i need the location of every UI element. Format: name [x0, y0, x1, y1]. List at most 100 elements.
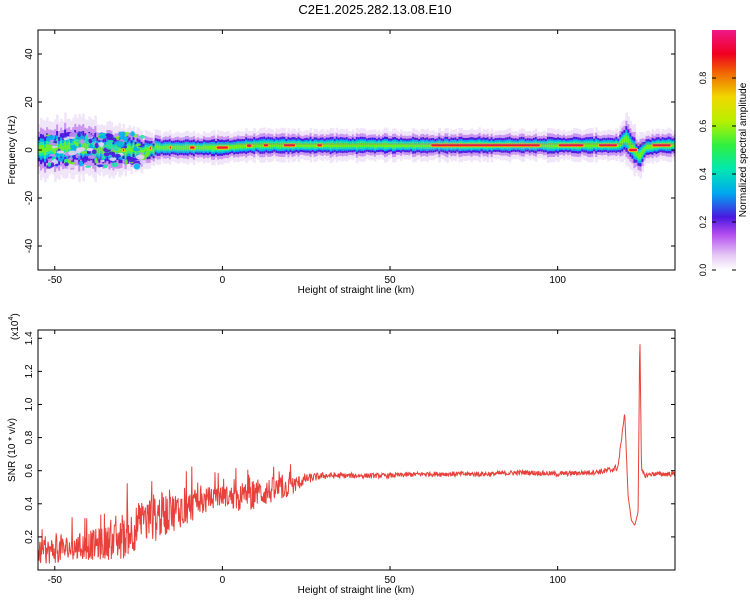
spectrogram-cell [279, 143, 283, 148]
spectrogram-blob [84, 165, 92, 168]
spectrogram-cell [400, 143, 403, 148]
spectrogram-y-tick-label: 40 [24, 48, 35, 60]
spectrogram-blob [101, 159, 105, 163]
spectrogram-cell [98, 147, 101, 154]
spectrogram-cell [210, 145, 214, 151]
spectrogram-cell [390, 143, 393, 147]
snr-x-tick-label: -50 [48, 575, 63, 586]
snr-frame [37, 329, 676, 571]
spectrogram-cell [231, 145, 234, 149]
spectrogram-cell [410, 143, 413, 147]
spectrogram-blob [111, 162, 119, 168]
colorbar-tick-label: 0.6 [698, 120, 708, 133]
spectrogram-panel: -50 0 50 100 -40 -20 0 20 40 Height of straight… [7, 29, 676, 296]
spectrogram-blob [91, 149, 97, 155]
spectrogram-cell [132, 144, 136, 150]
spectrogram-cell [329, 143, 333, 148]
spectrogram-blob [124, 159, 128, 165]
spectrogram-cell [134, 149, 138, 155]
spectrogram-blob [89, 143, 93, 150]
spectrogram-cell [60, 143, 63, 151]
snr-y-tick-label: 0.8 [24, 430, 35, 444]
spectrogram-cell [52, 145, 55, 152]
snr-panel: -50 0 50 100 0.2 0.4 0.6 0.8 1.0 1.2 1.4 Height o… [7, 313, 676, 596]
spectrogram-cell [200, 146, 204, 150]
spectrogram-cell [166, 145, 170, 150]
spectrogram-cell [124, 149, 128, 156]
spectrogram-blob [144, 151, 150, 158]
spectrogram-cell [361, 142, 365, 148]
spectrogram-cell [353, 143, 357, 147]
snr-x-tick-label: 100 [549, 575, 566, 586]
snr-y-tick-label: 0.4 [24, 496, 35, 510]
spectrogram-cell [233, 145, 236, 150]
snr-series-line [38, 344, 675, 564]
spectrogram-cell [396, 143, 399, 147]
spectrogram-blob [68, 150, 77, 156]
colorbar-tick-label: 0.2 [698, 216, 708, 229]
spectrogram-heatmap [38, 112, 675, 183]
spectrogram-cell [331, 142, 335, 148]
spectrogram-cell [277, 143, 280, 148]
spectrogram-blob [87, 155, 96, 159]
spectrogram-cell [546, 143, 550, 148]
spectrogram-cell [311, 143, 315, 148]
spectrogram-blob [73, 139, 81, 142]
spectrogram-cell [186, 145, 190, 150]
spectrogram-core-peak [431, 144, 540, 147]
spectrogram-blob [94, 157, 98, 164]
spectrogram-blob [130, 131, 135, 137]
spectrogram-cell [202, 145, 206, 150]
spectrogram-cell [64, 141, 67, 150]
spectrogram-cell [593, 143, 596, 147]
colorbar: 0.0 0.2 0.4 0.6 0.8 Normalized spectral ampl… [698, 30, 749, 276]
spectrogram-cell [428, 143, 431, 148]
spectrogram-cell [422, 142, 425, 147]
spectrogram-blob [81, 156, 88, 163]
spectrogram-x-label: Height of straight line (km) [298, 285, 415, 296]
spectrogram-cell [383, 142, 387, 148]
spectrogram-blob [127, 156, 136, 163]
spectrogram-blob [86, 147, 94, 152]
spectrogram-cell [281, 142, 285, 148]
spectrogram-cell [239, 144, 242, 149]
figure-title: C2E1.2025.282.13.08.E10 [298, 2, 452, 17]
spectrogram-blob [101, 155, 106, 160]
spectrogram-cell [162, 145, 166, 150]
spectrogram-blob [59, 132, 68, 138]
spectrogram-cell [271, 143, 274, 148]
spectrogram-cell [301, 143, 305, 148]
spectrogram-cell [408, 143, 411, 148]
spectrogram-cell [229, 145, 232, 149]
spectrogram-x-tick-label: 100 [549, 275, 566, 286]
spectrogram-core-peak [169, 146, 172, 149]
spectrogram-cell [158, 145, 162, 150]
spectrogram-y-tick-label: 20 [24, 96, 35, 108]
spectrogram-x-tick-label: -50 [48, 275, 63, 286]
spectrogram-cell [552, 143, 556, 148]
spectrogram-cell [386, 142, 389, 148]
spectrogram-cell [337, 143, 341, 148]
spectrogram-y-tick-label: -40 [24, 238, 35, 253]
snr-x-ticks: -50 0 50 100 [48, 330, 566, 586]
spectrogram-cell [297, 142, 301, 148]
spectrogram-cell [641, 149, 645, 155]
spectrogram-cell [299, 143, 303, 147]
spectrogram-blob [56, 150, 65, 154]
spectrogram-blob [108, 151, 115, 156]
spectrogram-cell [591, 142, 594, 148]
spectrogram-cell [544, 143, 548, 148]
spectrogram-blob [94, 142, 99, 149]
spectrogram-cell [204, 145, 208, 150]
snr-scale-suffix: ) [10, 313, 21, 316]
spectrogram-cell [381, 143, 385, 147]
spectrogram-cell [347, 143, 351, 148]
snr-x-tick-label: 0 [220, 575, 226, 586]
spectrogram-cell [416, 143, 419, 147]
spectrogram-blob [99, 142, 104, 148]
spectrogram-cell [426, 143, 429, 148]
spectrogram-blob [122, 136, 129, 142]
spectrogram-blob [64, 162, 69, 167]
spectrogram-blob [116, 141, 125, 148]
spectrogram-cell [548, 142, 552, 148]
